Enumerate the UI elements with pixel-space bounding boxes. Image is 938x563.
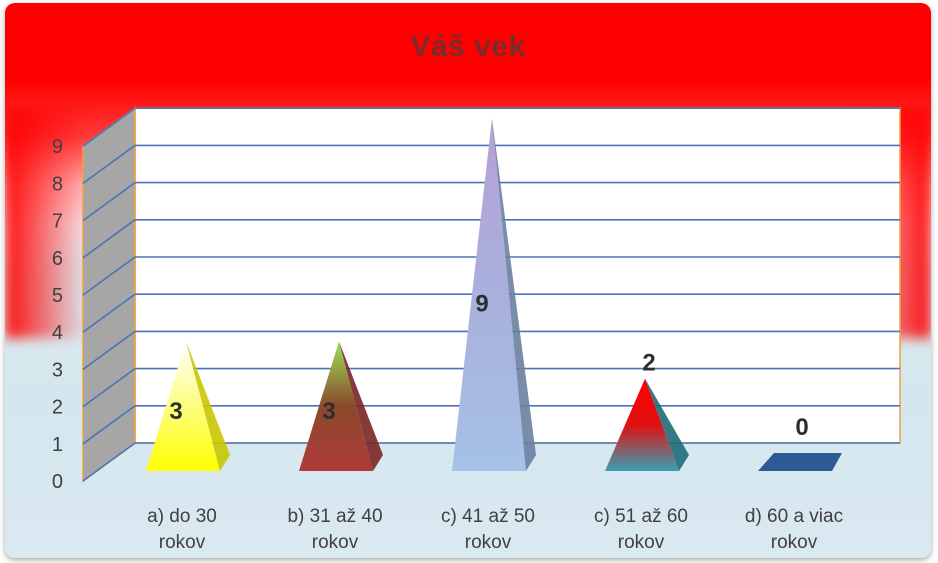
gridline-depth [82,293,136,333]
bars [146,118,842,471]
y-tick-label: 3 [52,359,63,381]
bar-flat [758,453,842,471]
x-tick-label: b) 31 až 40 rokov [287,506,382,553]
data-label: 3 [169,398,182,425]
data-label: 3 [322,398,335,425]
bar-front [452,118,526,471]
y-axis: 0 1 2 3 4 5 6 7 8 9 [52,136,63,493]
gridline-depth [82,330,136,371]
gridline-depth [82,367,136,408]
chart-title: Váš vek [410,30,526,63]
x-tick-label: c) 41 až 50 rokov [441,506,535,553]
x-tick-label: a) do 30 rokov [147,506,217,553]
bar-front [146,341,220,471]
x-tick-label: d) 60 a viac rokov [745,506,843,553]
bar-side [339,341,383,471]
y-tick-label: 9 [52,136,63,158]
y-tick-label: 0 [52,471,63,493]
x-tick-label: c) 51 až 60 rokov [594,506,688,553]
y-tick-label: 8 [52,173,63,195]
data-label: 9 [475,291,488,318]
y-tick-label: 7 [52,211,63,233]
gridline-depth [82,181,136,222]
data-label: 2 [642,350,655,377]
bar-front [299,341,373,471]
y-tick-label: 1 [52,434,63,456]
data-label: 0 [795,414,808,441]
gridline-depth [82,107,136,147]
gridline-depth [82,405,136,445]
y-tick-label: 2 [52,397,63,419]
bar-side [645,378,689,471]
bar-front [605,378,679,471]
x-axis: a) do 30 rokov b) 31 až 40 rokov c) 41 až 50… [147,506,843,553]
y-tick-label: 4 [52,322,63,344]
y-tick-label: 6 [52,248,63,270]
bar-side [492,118,536,471]
data-labels: 3 3 9 2 0 [169,291,808,441]
bar-side [186,341,230,471]
gridline-depth [82,442,136,482]
gridline-depth [82,144,136,185]
gridline-depth [82,256,136,296]
gridline-depth [82,219,136,259]
y-tick-label: 5 [52,285,63,307]
